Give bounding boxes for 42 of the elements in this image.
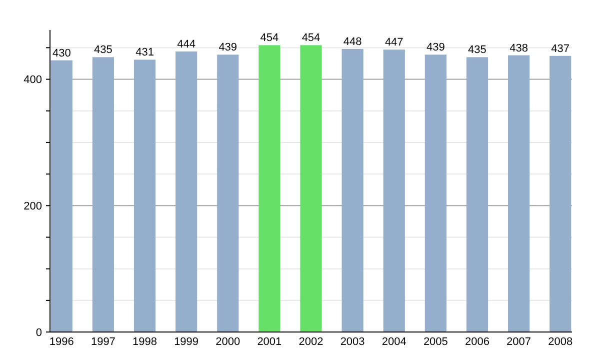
- data-label: 454: [260, 32, 279, 44]
- x-tick-label: 1997: [90, 336, 116, 348]
- data-label: 447: [384, 36, 404, 49]
- bar: [466, 57, 488, 332]
- y-tick-label: 200: [24, 200, 42, 212]
- x-tick-label: 2003: [340, 336, 365, 348]
- x-tick-label: 2007: [506, 336, 532, 348]
- x-tick-label: 2002: [298, 336, 324, 348]
- data-label: 448: [343, 36, 362, 48]
- data-label: 439: [426, 42, 445, 54]
- data-label: 437: [551, 42, 570, 55]
- data-label: 430: [52, 47, 71, 60]
- bar: [508, 55, 530, 332]
- x-tick-label: 1998: [132, 336, 157, 348]
- data-label: 444: [177, 38, 196, 50]
- data-label: 435: [94, 44, 112, 56]
- data-label: 438: [510, 42, 528, 54]
- data-label: 431: [136, 46, 154, 59]
- x-tick-label: 2008: [548, 336, 573, 348]
- bar: [550, 56, 572, 332]
- x-tick-label: 2001: [257, 336, 282, 348]
- x-tick-label: 1999: [174, 336, 199, 348]
- x-tick-label: 1996: [49, 336, 74, 348]
- y-tick-label: 0: [36, 326, 42, 339]
- data-label: 454: [302, 32, 320, 44]
- bar: [383, 50, 405, 332]
- bar: [176, 51, 198, 332]
- x-tick-label: 2000: [216, 336, 240, 348]
- bar: [134, 60, 156, 332]
- y-tick-label: 400: [24, 74, 42, 86]
- data-label: 439: [218, 42, 238, 54]
- bar: [50, 60, 72, 332]
- bar: [258, 45, 280, 332]
- x-tick-label: 2006: [465, 336, 490, 348]
- x-tick-label: 2005: [423, 336, 448, 348]
- bar: [217, 54, 239, 332]
- data-label: 435: [468, 44, 486, 56]
- x-tick-label: 2004: [382, 336, 406, 348]
- bar: [342, 48, 364, 332]
- bar: [92, 57, 114, 332]
- bar: [300, 45, 322, 332]
- bar: [424, 54, 446, 332]
